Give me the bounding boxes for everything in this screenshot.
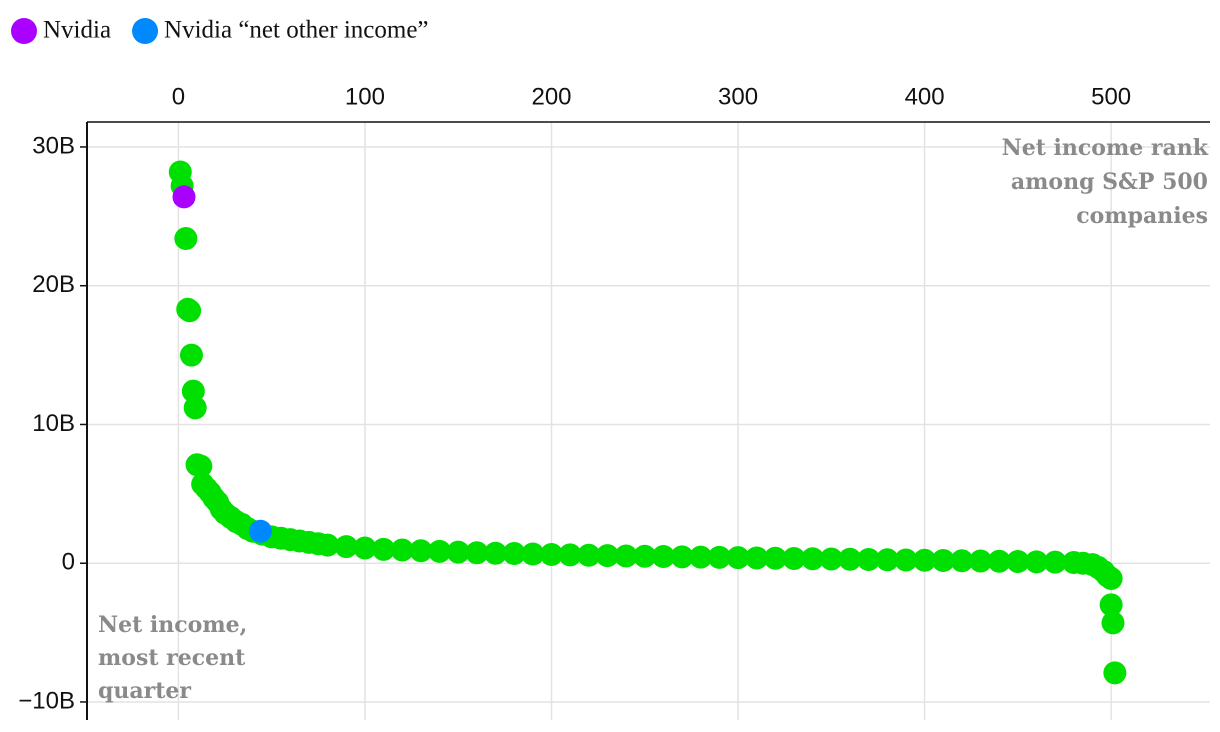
point <box>353 536 377 560</box>
point <box>894 548 918 572</box>
point <box>614 544 638 568</box>
point <box>857 547 881 571</box>
y-tick-label: 30B <box>32 132 75 159</box>
x-tick-label: 0 <box>172 83 185 110</box>
y-axis-label: quarter <box>98 678 191 704</box>
point <box>334 535 358 559</box>
y-tick-label: 10B <box>32 410 75 437</box>
legend-label: Nvidia “net other income” <box>164 17 428 44</box>
point <box>502 542 526 566</box>
point <box>1099 593 1123 617</box>
point <box>521 542 545 566</box>
point <box>763 546 787 570</box>
x-axis-label: companies <box>1076 203 1208 229</box>
legend-swatch <box>11 18 37 44</box>
point <box>651 545 675 569</box>
point <box>950 549 974 573</box>
point <box>178 299 202 323</box>
y-tick-label: 0 <box>62 549 75 576</box>
point <box>446 540 470 564</box>
point <box>745 546 769 570</box>
point <box>390 538 414 562</box>
point <box>707 545 731 569</box>
point <box>179 343 203 367</box>
point <box>316 533 340 557</box>
point <box>1103 661 1127 685</box>
point <box>183 396 207 420</box>
point <box>1006 550 1030 574</box>
point <box>969 549 993 573</box>
x-axis-label: among S&P 500 <box>1011 169 1208 195</box>
point <box>428 539 452 563</box>
y-axis-label: Net income, <box>98 612 247 638</box>
x-axis-label: Net income rank <box>1002 135 1209 161</box>
x-tick-label: 400 <box>905 83 945 110</box>
point <box>913 548 937 572</box>
point <box>1101 611 1125 635</box>
point <box>689 545 713 569</box>
legend-swatch <box>132 18 159 44</box>
point <box>931 548 955 572</box>
point <box>539 542 563 566</box>
point <box>633 544 657 568</box>
point <box>577 543 601 567</box>
point <box>782 546 806 570</box>
y-axis-label: most recent <box>98 645 246 671</box>
point <box>987 549 1011 573</box>
point <box>819 547 843 571</box>
point <box>465 541 489 565</box>
x-tick-label: 500 <box>1091 83 1131 110</box>
point <box>172 185 196 209</box>
point <box>484 541 508 565</box>
point <box>838 547 862 571</box>
point <box>248 519 272 543</box>
point <box>1043 550 1067 574</box>
legend-label: Nvidia <box>43 17 111 44</box>
y-tick-label: −10B <box>18 687 75 714</box>
point <box>181 379 205 403</box>
point <box>1099 566 1123 590</box>
y-tick-label: 20B <box>32 271 75 298</box>
x-tick-label: 300 <box>718 83 758 110</box>
point <box>726 546 750 570</box>
x-tick-label: 200 <box>531 83 571 110</box>
point <box>189 454 213 478</box>
point <box>875 548 899 572</box>
point <box>372 537 396 561</box>
x-tick-label: 100 <box>345 83 385 110</box>
point <box>409 539 433 563</box>
point <box>558 543 582 567</box>
point <box>174 227 198 251</box>
point <box>1025 550 1049 574</box>
point <box>801 547 825 571</box>
point <box>670 545 694 569</box>
point <box>595 544 619 568</box>
